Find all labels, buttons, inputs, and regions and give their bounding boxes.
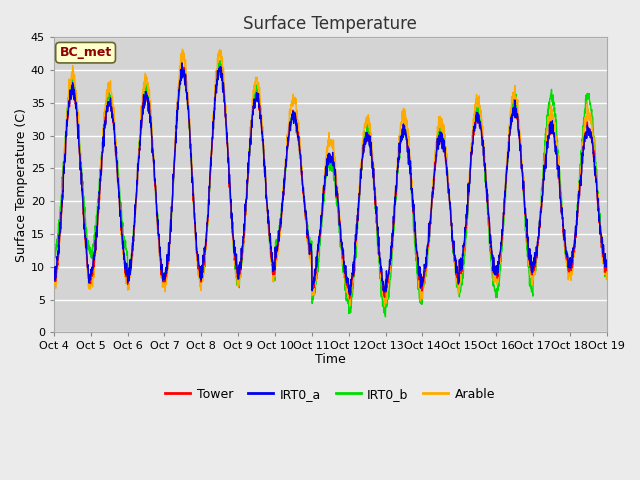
Title: Surface Temperature: Surface Temperature — [243, 15, 417, 33]
Y-axis label: Surface Temperature (C): Surface Temperature (C) — [15, 108, 28, 262]
X-axis label: Time: Time — [315, 353, 346, 366]
Text: BC_met: BC_met — [60, 46, 112, 59]
Legend: Tower, IRT0_a, IRT0_b, Arable: Tower, IRT0_a, IRT0_b, Arable — [161, 383, 500, 406]
